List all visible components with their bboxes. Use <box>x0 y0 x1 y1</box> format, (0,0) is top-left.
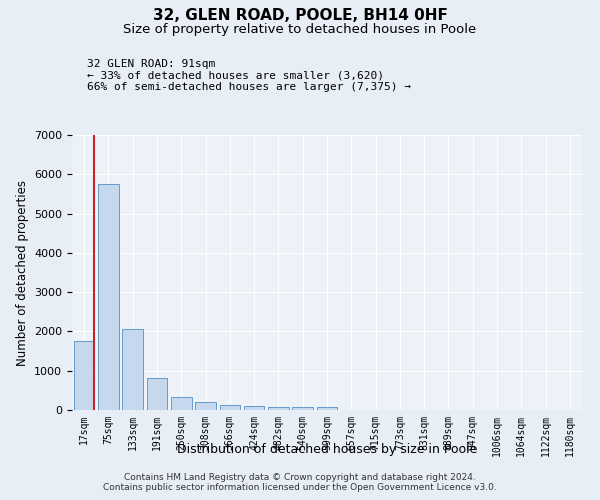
Bar <box>74 341 94 410</box>
Bar <box>146 378 167 410</box>
Bar <box>98 184 119 410</box>
Bar <box>292 407 313 410</box>
Text: Contains HM Land Registry data © Crown copyright and database right 2024.: Contains HM Land Registry data © Crown c… <box>124 472 476 482</box>
Text: 32 GLEN ROAD: 91sqm
← 33% of detached houses are smaller (3,620)
66% of semi-det: 32 GLEN ROAD: 91sqm ← 33% of detached ho… <box>87 58 411 92</box>
Text: Distribution of detached houses by size in Poole: Distribution of detached houses by size … <box>177 442 477 456</box>
Bar <box>244 406 265 410</box>
Bar <box>171 397 191 410</box>
Bar <box>268 407 289 410</box>
Text: 32, GLEN ROAD, POOLE, BH14 0HF: 32, GLEN ROAD, POOLE, BH14 0HF <box>152 8 448 22</box>
Bar <box>220 405 240 410</box>
Text: Contains public sector information licensed under the Open Government Licence v3: Contains public sector information licen… <box>103 482 497 492</box>
Text: Size of property relative to detached houses in Poole: Size of property relative to detached ho… <box>124 22 476 36</box>
Bar <box>317 407 337 410</box>
Y-axis label: Number of detached properties: Number of detached properties <box>16 180 29 366</box>
Bar <box>195 402 216 410</box>
Bar <box>122 330 143 410</box>
